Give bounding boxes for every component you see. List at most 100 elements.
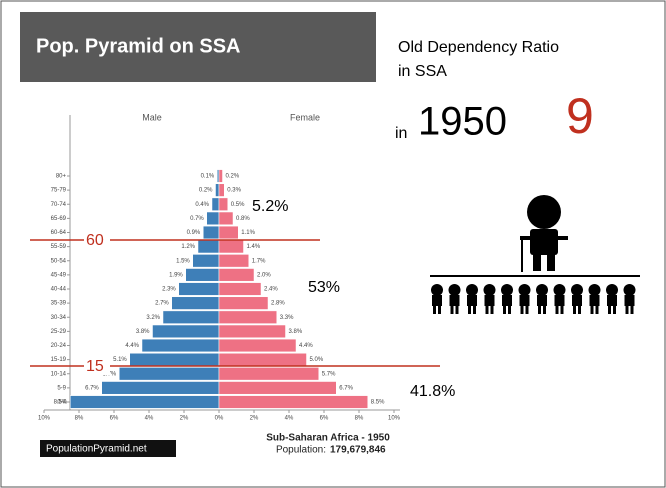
bar [70, 396, 219, 409]
value-label: 1.1% [241, 230, 255, 236]
bar [130, 353, 219, 366]
value-label: 2.0% [257, 272, 271, 278]
value-label: 3.8% [289, 329, 303, 335]
worker [456, 305, 459, 314]
x-tick-label: 0% [215, 416, 224, 422]
bar [219, 367, 319, 380]
worker [450, 295, 460, 306]
ratio-title: Old Dependency Ratio [398, 39, 559, 56]
bar [219, 353, 307, 366]
x-tick-label: 8% [75, 416, 84, 422]
worker [466, 284, 478, 296]
value-label: 0.3% [227, 188, 241, 194]
source: PopulationPyramid.net [46, 444, 147, 455]
y-tick-label: 75-79 [51, 188, 67, 194]
bar [102, 382, 219, 395]
y-tick-label: 30-34 [51, 315, 67, 321]
worker [491, 305, 494, 314]
age-label: 15 [86, 358, 104, 375]
x-tick-label: 2% [250, 416, 259, 422]
value-label: 5.1% [113, 357, 127, 363]
worker [624, 284, 636, 296]
slide-title: Pop. Pyramid on SSA [36, 35, 240, 57]
x-tick-label: 10% [388, 416, 401, 422]
bar [219, 212, 233, 225]
worker [433, 305, 436, 314]
value-label: 1.4% [247, 244, 261, 250]
ratio-title: in SSA [398, 63, 447, 80]
x-tick-label: 4% [145, 416, 154, 422]
bar [219, 254, 249, 267]
worker [484, 284, 496, 296]
bar [219, 283, 261, 296]
year-prefix: in [395, 125, 407, 142]
worker [519, 284, 531, 296]
value-label: 1.5% [176, 258, 190, 264]
bar [219, 226, 238, 239]
value-label: 0.2% [199, 188, 213, 194]
value-label: 2.7% [155, 301, 169, 307]
bar [219, 339, 296, 352]
value-label: 1.7% [252, 258, 266, 264]
bar [203, 226, 219, 239]
value-label: 3.3% [280, 315, 294, 321]
worker [438, 305, 441, 314]
x-tick-label: 4% [285, 416, 294, 422]
value-label: 2.3% [162, 287, 176, 293]
worker [473, 305, 476, 314]
worker [561, 305, 564, 314]
y-tick-label: 40-44 [51, 287, 67, 293]
value-label: 2.8% [271, 301, 285, 307]
legend-female: Female [290, 112, 320, 122]
bar [142, 339, 219, 352]
y-tick-label: 35-39 [51, 301, 67, 307]
value-label: 8.5% [54, 400, 68, 406]
worker [543, 305, 546, 314]
worker [485, 295, 495, 306]
value-label: 1.2% [181, 244, 195, 250]
worker [607, 295, 617, 306]
worker [608, 305, 611, 314]
worker [606, 284, 618, 296]
bar [219, 382, 336, 395]
worker [625, 295, 635, 306]
value-label: 4.4% [125, 343, 139, 349]
chart-subtitle: 179,679,846 [330, 445, 386, 456]
bar [193, 254, 219, 267]
bar [219, 297, 268, 310]
worker [589, 284, 601, 296]
legend-male: Male [142, 112, 162, 122]
worker [432, 295, 442, 306]
worker [626, 305, 629, 314]
worker [451, 305, 454, 314]
worker [501, 284, 513, 296]
worker [538, 305, 541, 314]
worker [467, 295, 477, 306]
y-tick-label: 20-24 [51, 343, 67, 349]
worker [631, 305, 634, 314]
share-label: 5.2% [252, 198, 288, 215]
ratio-value: 9 [566, 88, 594, 144]
bar [217, 170, 219, 183]
share-label: 53% [308, 279, 340, 296]
chart-subtitle: Population: [276, 445, 326, 456]
y-tick-label: 70-74 [51, 202, 67, 208]
value-label: 0.9% [187, 230, 201, 236]
y-tick-label: 60-64 [51, 230, 67, 236]
value-label: 6.7% [85, 385, 99, 391]
x-tick-label: 6% [110, 416, 119, 422]
y-tick-label: 65-69 [51, 216, 67, 222]
bar [179, 283, 219, 296]
value-label: 5.0% [310, 357, 324, 363]
bar [219, 325, 286, 338]
x-tick-label: 6% [320, 416, 329, 422]
worker [578, 305, 581, 314]
worker [449, 284, 461, 296]
worker [591, 305, 594, 314]
worker [536, 284, 548, 296]
bar [212, 198, 219, 211]
x-tick-label: 8% [355, 416, 364, 422]
worker [613, 305, 616, 314]
y-tick-label: 15-19 [51, 357, 67, 363]
value-label: 0.5% [231, 202, 245, 208]
